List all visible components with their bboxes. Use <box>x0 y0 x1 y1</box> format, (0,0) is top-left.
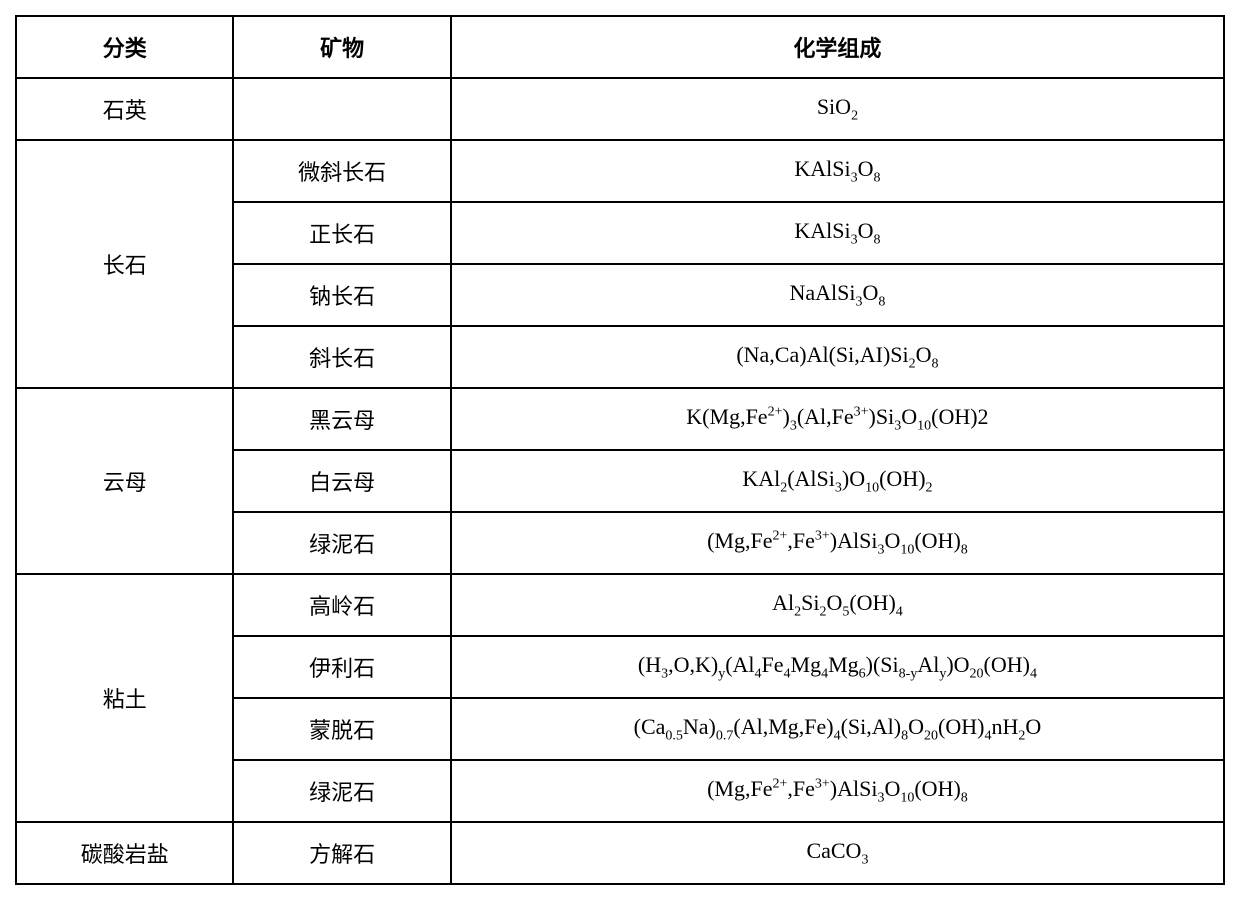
cell-formula: (Ca0.5Na)0.7(Al,Mg,Fe)4(Si,Al)8O20(OH)4n… <box>451 698 1224 760</box>
cell-formula: (Mg,Fe2+,Fe3+)AlSi3O10(OH)8 <box>451 760 1224 822</box>
header-row: 分类 矿物 化学组成 <box>16 16 1224 78</box>
cell-mineral: 绿泥石 <box>233 760 450 822</box>
cell-category: 云母 <box>16 388 233 574</box>
cell-mineral: 斜长石 <box>233 326 450 388</box>
cell-mineral: 黑云母 <box>233 388 450 450</box>
cell-mineral: 微斜长石 <box>233 140 450 202</box>
cell-formula: NaAlSi3O8 <box>451 264 1224 326</box>
cell-mineral: 方解石 <box>233 822 450 884</box>
cell-formula: KAlSi3O8 <box>451 202 1224 264</box>
cell-formula: CaCO3 <box>451 822 1224 884</box>
cell-formula: Al2Si2O5(OH)4 <box>451 574 1224 636</box>
cell-mineral: 绿泥石 <box>233 512 450 574</box>
mineral-table: 分类 矿物 化学组成 石英SiO2长石微斜长石KAlSi3O8正长石KAlSi3… <box>15 15 1225 885</box>
table-row: 石英 SiO2 <box>16 78 1224 140</box>
cell-formula: SiO2 <box>451 78 1224 140</box>
header-mineral: 矿物 <box>233 16 450 78</box>
cell-formula: (Mg,Fe2+,Fe3+)AlSi3O10(OH)8 <box>451 512 1224 574</box>
cell-mineral: 正长石 <box>233 202 450 264</box>
cell-category: 粘土 <box>16 574 233 822</box>
table-body: 石英SiO2长石微斜长石KAlSi3O8正长石KAlSi3O8钠长石NaAlSi… <box>16 78 1224 884</box>
cell-formula: (H3,O,K)y(Al4Fe4Mg4Mg6)(Si8-yAly)O20(OH)… <box>451 636 1224 698</box>
cell-formula: KAlSi3O8 <box>451 140 1224 202</box>
table-row: 碳酸岩盐方解石CaCO3 <box>16 822 1224 884</box>
cell-category: 石英 <box>16 78 233 140</box>
cell-mineral: 钠长石 <box>233 264 450 326</box>
cell-formula: KAl2(AlSi3)O10(OH)2 <box>451 450 1224 512</box>
cell-mineral: 蒙脱石 <box>233 698 450 760</box>
table-row: 长石微斜长石KAlSi3O8 <box>16 140 1224 202</box>
cell-mineral: 白云母 <box>233 450 450 512</box>
cell-mineral: 高岭石 <box>233 574 450 636</box>
cell-mineral <box>233 78 450 140</box>
table-row: 云母黑云母K(Mg,Fe2+)3(Al,Fe3+)Si3O10(OH)2 <box>16 388 1224 450</box>
table-row: 粘土高岭石Al2Si2O5(OH)4 <box>16 574 1224 636</box>
header-formula: 化学组成 <box>451 16 1224 78</box>
header-category: 分类 <box>16 16 233 78</box>
cell-category: 碳酸岩盐 <box>16 822 233 884</box>
cell-category: 长石 <box>16 140 233 388</box>
cell-formula: (Na,Ca)Al(Si,AI)Si2O8 <box>451 326 1224 388</box>
cell-formula: K(Mg,Fe2+)3(Al,Fe3+)Si3O10(OH)2 <box>451 388 1224 450</box>
cell-mineral: 伊利石 <box>233 636 450 698</box>
